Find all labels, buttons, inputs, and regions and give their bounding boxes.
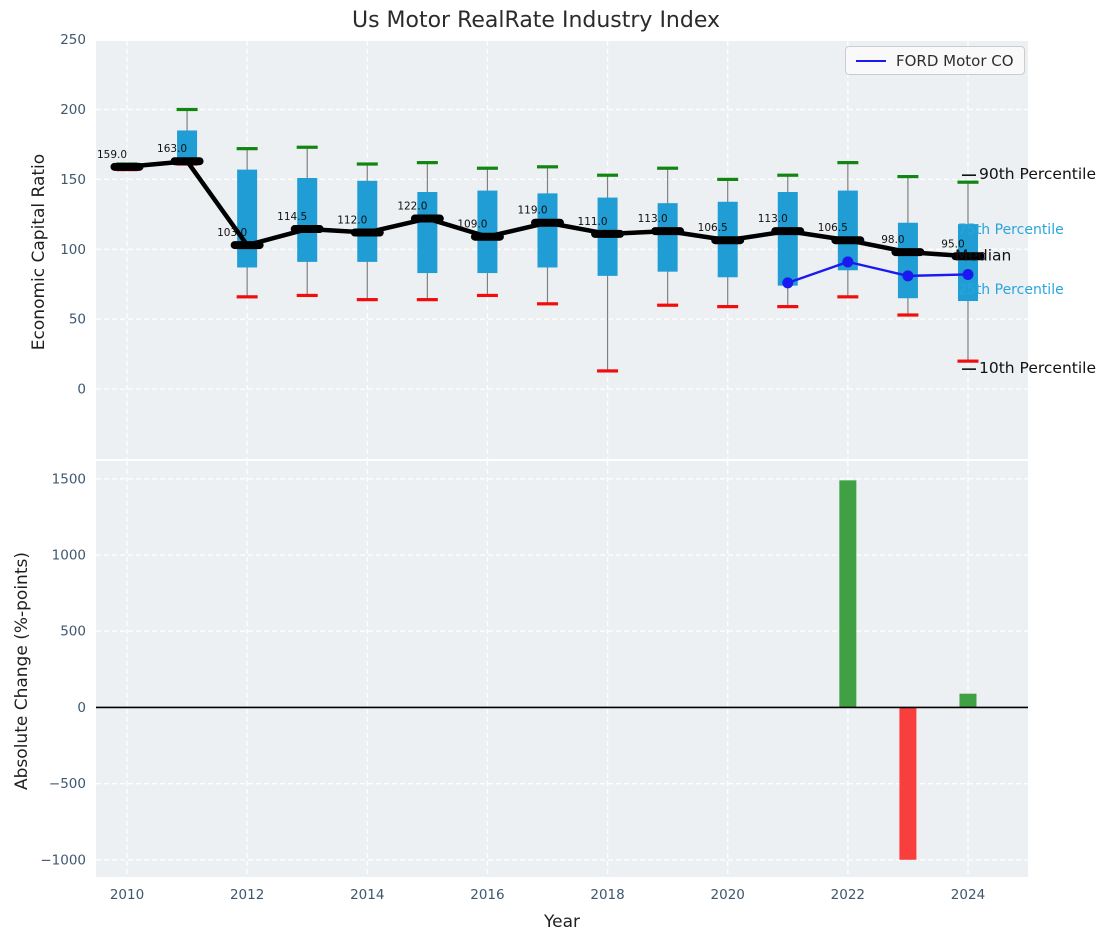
svg-text:2018: 2018 (590, 887, 624, 903)
bottom-plot-background (96, 461, 1028, 877)
svg-text:0: 0 (77, 382, 86, 398)
tick-labels: 0 50 100 150 200 250 −1000 −500 0 500 1000 1500 2010… (40, 32, 985, 903)
svg-text:250: 250 (60, 32, 86, 48)
svg-text:122.0: 122.0 (397, 201, 427, 213)
svg-text:50: 50 (69, 312, 86, 328)
svg-text:−1000: −1000 (40, 852, 86, 868)
svg-text:1000: 1000 (52, 548, 86, 564)
svg-text:159.0: 159.0 (97, 149, 127, 161)
svg-text:500: 500 (60, 624, 86, 640)
svg-text:2022: 2022 (831, 887, 865, 903)
svg-text:111.0: 111.0 (578, 216, 608, 228)
svg-text:109.0: 109.0 (457, 219, 487, 231)
svg-text:75th Percentile: 75th Percentile (958, 222, 1064, 238)
svg-text:Median: Median (955, 246, 1011, 264)
svg-text:10th Percentile: 10th Percentile (979, 359, 1096, 377)
svg-text:100: 100 (60, 242, 86, 258)
svg-text:98.0: 98.0 (881, 234, 904, 246)
svg-text:106.5: 106.5 (698, 222, 728, 234)
svg-text:112.0: 112.0 (337, 215, 367, 227)
legend-line-icon (856, 59, 886, 62)
box-year-2016 (476, 166, 498, 298)
svg-text:2020: 2020 (711, 887, 745, 903)
svg-text:2012: 2012 (230, 887, 264, 903)
svg-text:103.0: 103.0 (217, 227, 247, 239)
svg-text:2024: 2024 (951, 887, 985, 903)
svg-text:1500: 1500 (52, 471, 86, 487)
bar-year-2023 (899, 707, 917, 860)
legend: FORD Motor CO (845, 46, 1025, 75)
x-axis-label: Year (544, 912, 580, 932)
box-year-2015 (416, 161, 438, 302)
box-year-2022 (837, 161, 859, 299)
svg-text:2014: 2014 (350, 887, 384, 903)
svg-text:25th Percentile: 25th Percentile (958, 282, 1064, 298)
svg-text:2010: 2010 (110, 887, 144, 903)
top-y-axis-label: Economic Capital Ratio (29, 153, 49, 351)
svg-text:95.0: 95.0 (941, 238, 964, 250)
svg-text:2016: 2016 (470, 887, 504, 903)
svg-text:114.5: 114.5 (277, 211, 307, 223)
box-year-2023 (897, 175, 919, 317)
svg-text:113.0: 113.0 (758, 213, 788, 225)
bottom-y-axis-label: Absolute Change (%-points) (12, 552, 32, 790)
company-line-ford (782, 256, 974, 289)
svg-text:90th Percentile: 90th Percentile (979, 165, 1096, 183)
svg-text:106.5: 106.5 (818, 222, 848, 234)
box-year-2017 (536, 165, 558, 306)
svg-text:113.0: 113.0 (638, 213, 668, 225)
svg-text:163.0: 163.0 (157, 143, 187, 155)
svg-text:200: 200 (60, 102, 86, 118)
median-series: 159.0 163.0 103.0 114.5 112.0 122.0 109.0 119.0… (97, 143, 985, 261)
bar-year-2022 (839, 480, 857, 708)
svg-text:0: 0 (77, 700, 86, 716)
box-year-2013 (296, 145, 318, 298)
svg-text:119.0: 119.0 (517, 205, 547, 217)
chart-title: Us Motor RealRate Industry Index (351, 8, 721, 33)
svg-text:−500: −500 (49, 776, 86, 792)
bar-year-2024 (959, 693, 977, 708)
legend-label: FORD Motor CO (896, 51, 1014, 70)
box-year-2019 (657, 166, 679, 307)
svg-text:150: 150 (60, 172, 86, 188)
change-bars (839, 480, 977, 860)
percentile-annotations: 90th Percentile 75th Percentile Median 25th… (955, 165, 1096, 377)
